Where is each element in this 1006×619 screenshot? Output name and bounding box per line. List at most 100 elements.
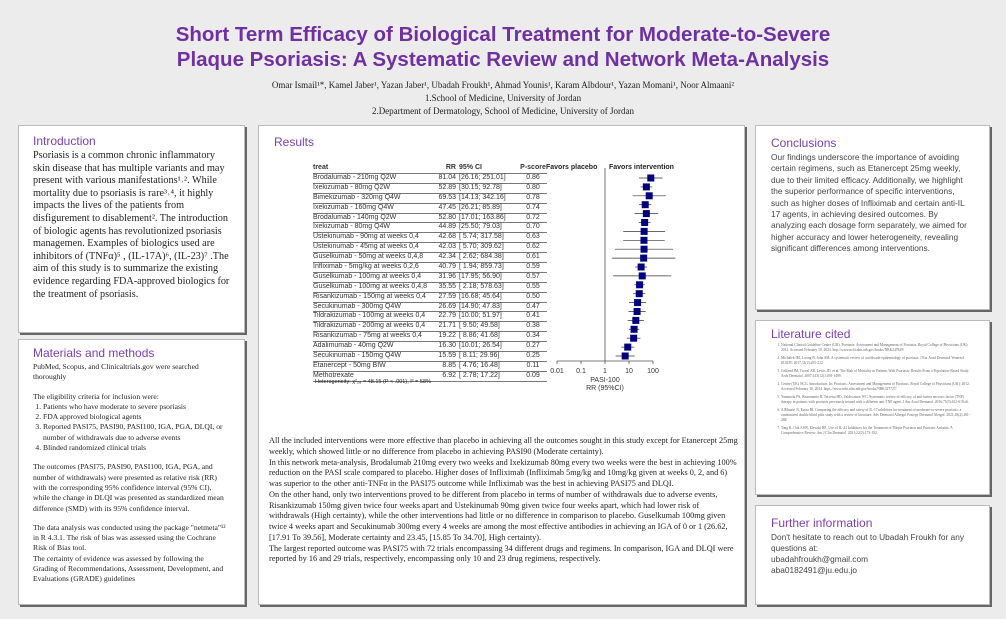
- cell-p: 0.55: [526, 282, 540, 290]
- results-paragraph: All the included interventions were more…: [269, 436, 738, 456]
- contact-email-1[interactable]: ubadahfroukh@gmail.com: [771, 554, 868, 564]
- conclusions-panel: Conclusions Our findings underscore the …: [755, 125, 990, 310]
- title-line-1: Short Term Efficacy of Biological Treatm…: [175, 23, 831, 46]
- cell-p: 0.34: [526, 332, 540, 340]
- methods-outcomes: The outcomes (PASI75, PASI90, PASI100, I…: [33, 462, 224, 513]
- point-estimate: [633, 308, 641, 315]
- cell-p: 0.62: [526, 243, 540, 251]
- results-heading: Results: [274, 135, 315, 149]
- results-panel: Results treat RR 95% CI P-score Brodalum…: [258, 125, 745, 605]
- cell-treat: Tildrakizumab - 100mg at weeks 0,4: [313, 312, 426, 320]
- cell-rr: 44.89: [438, 223, 456, 231]
- cell-ci: [ 5.74; 317.58]: [459, 233, 504, 241]
- cell-rr: 8.85: [442, 361, 456, 369]
- cell-treat: Etanercept - 50mg BIW: [313, 361, 386, 369]
- introduction-text: Psoriasis is a common chronic inflammato…: [33, 150, 230, 300]
- cell-p: 0.61: [526, 253, 540, 261]
- cell-treat: Ixekizumab - 160mg Q4W: [313, 203, 394, 211]
- table-row: Etanercept - 50mg BIW 8.85[ 4.76; 16.48] 0…: [313, 362, 547, 372]
- cell-treat: Bimekizumab - 320mg Q4W: [313, 193, 401, 201]
- table-row: Tildrakizumab - 100mg at weeks 0,4 22.79[…: [313, 312, 547, 323]
- col-treat: treat: [313, 164, 329, 171]
- table-row: Secukinumab - 150mg Q4W 15.59[ 8.11; 29.9…: [313, 352, 547, 362]
- table-row: Infliximab - 5mg/kg at weeks 0,2,6 40.79[…: [313, 263, 547, 273]
- point-estimate: [638, 272, 646, 280]
- cell-treat: Guselkumab - 100mg at weeks 0,4: [313, 272, 422, 280]
- cell-p: 0.80: [526, 183, 540, 191]
- cell-rr: 6.92: [442, 371, 456, 379]
- cell-ci: [ 1.94; 859.73]: [459, 263, 504, 271]
- cell-p: 0.41: [526, 312, 540, 320]
- x-axis-label-2: RR (95%CI): [586, 385, 624, 392]
- reference: National Clinical Guideline Centre (UK).…: [781, 343, 974, 353]
- table-header: treat RR 95% CI P-score: [313, 164, 547, 174]
- reference: Yamauchi PS, Bissonnette R, Teixeira HD,…: [781, 395, 974, 405]
- cell-treat: Risankizumab - 75mg at weeks 0,4: [313, 332, 422, 340]
- reference-list: National Clinical Guideline Centre (UK).…: [771, 343, 974, 436]
- methods-panel: Materials and methods PubMed, Scopus, an…: [18, 339, 245, 605]
- criterion: Reported PASI75, PASI90, PASI100, IGA, P…: [43, 422, 230, 443]
- table-row: Guselkumab - 100mg at weeks 0,4,8 35.55[ …: [313, 283, 547, 293]
- cell-treat: Brodalumab - 140mg Q2W: [313, 213, 397, 221]
- introduction-heading: Introduction: [33, 134, 96, 148]
- results-paragraph: In this network meta-analysis, Brodaluma…: [269, 457, 737, 489]
- table-row: Methotrexate 6.92[ 2.78; 17.22] 0.09: [313, 372, 547, 382]
- table-row: Ustekinumab - 90mg at weeks 0,4 42.68[ 5.…: [313, 233, 547, 244]
- table-row: Risankizumab - 150mg at weeks 0,4 27.59 [1…: [313, 293, 547, 303]
- table-row: Risankizumab - 75mg at weeks 0,4 19.22[ 8…: [313, 332, 547, 343]
- cell-rr: 81.04: [438, 174, 456, 181]
- cell-ci: [26.16; 251.01]: [459, 174, 506, 181]
- cell-p: 0.57: [526, 272, 540, 280]
- further-info-text: Don't hesitate to reach out to Ubadah Fr…: [771, 532, 964, 553]
- cell-p: 0.25: [526, 352, 540, 360]
- table-row: Guselkumab - 100mg at weeks 0,4 31.96 [17.…: [313, 273, 547, 283]
- table-row: Adalimumab - 40mg Q2W 16.30 [10.01; 26.54]…: [313, 342, 547, 353]
- reference: Tang K, Oak ASW, Elewski BE. Use of IL-2…: [781, 426, 974, 436]
- criteria-intro: The eligibility criteria for inclusion w…: [33, 391, 159, 401]
- methods-grade: The certainty of evidence was assessed b…: [33, 553, 224, 584]
- cell-treat: Ixekizumab - 80mg Q2W: [313, 183, 391, 191]
- cell-ci: [14.13; 342.16]: [459, 193, 506, 201]
- point-estimate: [632, 316, 640, 324]
- cell-rr: 42.34: [438, 253, 456, 261]
- x-tick-label: 10: [625, 368, 633, 375]
- cell-treat: Infliximab - 5mg/kg at weeks 0,2,6: [313, 263, 419, 271]
- forest-table: treat RR 95% CI P-score Brodalumab - 210…: [313, 164, 547, 382]
- title-line-2: Plaque Psoriasis: A Systematic Review an…: [176, 48, 830, 71]
- cell-ci: [14.90; 47.83]: [459, 302, 502, 310]
- cell-rr: 19.22: [438, 332, 456, 340]
- results-paragraph: The largest reported outcome was PASI75 …: [269, 543, 734, 564]
- reference: Centre (UK) NCG. Introduction. In: Psori…: [781, 382, 974, 392]
- point-estimate: [641, 201, 649, 209]
- further-info-panel: Further information Don't hesitate to re…: [755, 505, 990, 605]
- cell-ci: [26.21; 85.89]: [459, 203, 502, 211]
- cell-rr: 42.03: [438, 243, 456, 251]
- table-row: Bimekizumab - 320mg Q4W 69.53 [14.13; 342.…: [313, 194, 547, 204]
- point-estimate: [640, 227, 648, 235]
- cell-rr: 40.79: [438, 263, 456, 271]
- cell-rr: 27.59: [438, 292, 456, 300]
- cell-rr: 69.53: [438, 193, 456, 201]
- x-tick-label: 100: [647, 368, 659, 375]
- cell-ci: [10.00; 51.97]: [459, 312, 502, 320]
- table-row: Tildrakizumab - 200mg at weeks 0,4 21.71[…: [313, 322, 547, 333]
- contact-email-2[interactable]: aba0182491@ju.edu.jo: [771, 565, 857, 575]
- cell-treat: Secukinumab - 150mg Q4W: [313, 352, 401, 360]
- cell-p: 0.63: [526, 233, 540, 241]
- authors: Omar Ismail¹*, Kamel Jaber¹, Yazan Jaber…: [271, 80, 735, 90]
- cell-p: 0.47: [526, 302, 540, 310]
- x-tick-label: 0.1: [576, 368, 586, 375]
- point-estimate: [645, 192, 653, 200]
- cell-p: 0.72: [526, 213, 540, 221]
- cell-ci: [10.01; 26.54]: [459, 342, 502, 350]
- col-rr: RR: [445, 164, 456, 171]
- cell-treat: Adalimumab - 40mg Q2W: [313, 342, 394, 350]
- table-row: Ixekizumab - 80mg Q4W 44.89 [25.50; 79.03]…: [313, 223, 547, 234]
- table-row: Ixekizumab - 160mg Q4W 47.45 [26.21; 85.89…: [313, 204, 547, 214]
- cell-ci: [ 8.11; 29.96]: [459, 352, 500, 360]
- table-row: Ustekinumab - 45mg at weeks 0,4 42.03[ 5.…: [313, 243, 547, 254]
- reference: Gelfand JM, Troxel AB, Lewis JD, et al. …: [781, 369, 974, 379]
- results-paragraph: On the other hand, only two intervention…: [269, 489, 728, 542]
- cell-treat: Brodalumab - 210mg Q2W: [313, 174, 397, 181]
